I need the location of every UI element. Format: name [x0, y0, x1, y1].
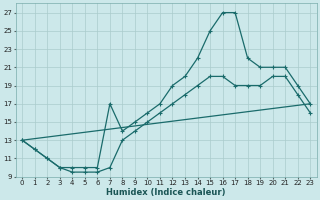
X-axis label: Humidex (Indice chaleur): Humidex (Indice chaleur) [107, 188, 226, 197]
